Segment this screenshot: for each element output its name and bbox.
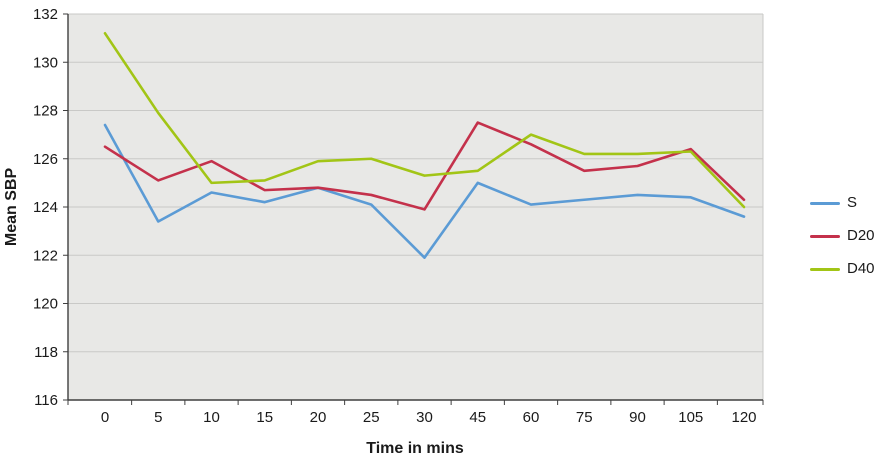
x-tick-label: 120 [731,409,756,426]
x-axis-title: Time in mins [366,440,464,457]
x-tick-label: 105 [678,409,703,426]
legend: S D20 D40 [810,193,875,279]
y-tick-label: 130 [33,54,58,71]
y-axis-title: Mean SBP [3,168,20,247]
legend-line-swatch-d40 [810,267,840,271]
legend-item-s: S [810,193,875,213]
y-tick-label: 122 [33,247,58,264]
x-tick-label: 60 [523,409,540,426]
legend-line-swatch-d20 [810,234,840,238]
legend-item-d40: D40 [810,259,875,279]
y-tick-label: 118 [34,344,58,361]
legend-label-d40: D40 [847,260,875,277]
x-tick-label: 0 [101,409,109,426]
plot-layer: 116 118 120 122 124 126 128 130 132 0 5 10 15 20 25 30 4… [33,6,764,426]
x-tick-label: 5 [154,409,162,426]
x-tick-label: 15 [256,409,273,426]
x-tick-label: 10 [203,409,220,426]
x-tick-label: 45 [469,409,486,426]
x-tick-label: 25 [363,409,380,426]
y-tick-label: 124 [33,199,58,216]
y-tick-label: 120 [33,296,58,313]
y-tick-label: 128 [33,103,58,120]
series-line-d20 [103,121,746,211]
y-tick-label: 126 [33,151,58,168]
legend-line-swatch-s [810,201,840,205]
y-tick-label: 132 [33,6,58,23]
series-line-d40 [103,31,746,209]
legend-label-s: S [847,194,858,211]
x-tick-label: 20 [310,409,327,426]
series-line-s [103,123,746,259]
legend-item-d20: D20 [810,226,875,246]
x-tick-label: 75 [576,409,593,426]
y-tick-label: 116 [34,392,58,409]
x-tick-label: 90 [629,409,646,426]
legend-label-d20: D20 [847,227,875,244]
x-tick-label: 30 [416,409,433,426]
